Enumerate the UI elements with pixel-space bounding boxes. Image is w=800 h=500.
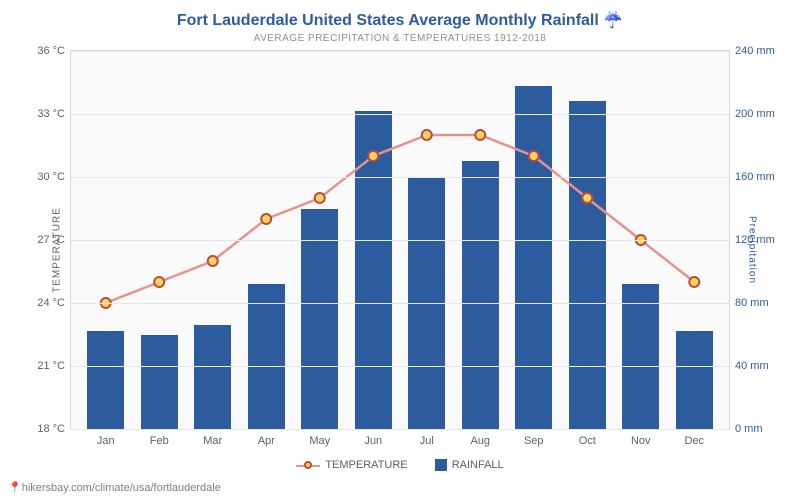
y-right-tick-label: 0 mm (735, 423, 763, 435)
legend-marker-bar-icon (435, 459, 447, 471)
x-tick-label: Jul (420, 435, 434, 447)
y-right-tick-label: 40 mm (735, 360, 769, 372)
rainfall-bar (141, 335, 178, 430)
rainfall-bar (515, 86, 552, 429)
x-tick-label: May (309, 435, 330, 447)
y-left-tick-label: 24 °C (37, 297, 65, 309)
rainfall-bar (87, 331, 124, 429)
attribution: 📍hikersbay.com/climate/usa/fortlauderdal… (8, 481, 221, 494)
rainfall-bar (301, 209, 338, 430)
y-left-axis-title: TEMPERATURE (51, 207, 62, 293)
gridline: 18 °C (71, 429, 729, 430)
attribution-text: hikersbay.com/climate/usa/fortlauderdale (22, 482, 221, 494)
x-tick-label: Aug (470, 435, 490, 447)
chart-container: Fort Lauderdale United States Average Mo… (0, 0, 800, 500)
y-right-tick-label: 240 mm (735, 45, 775, 57)
rainfall-bar (622, 284, 659, 429)
rainfall-bar (462, 161, 499, 429)
x-tick-label: Feb (150, 435, 169, 447)
rainfall-bar (248, 284, 285, 429)
chart-subtitle: AVERAGE PRECIPITATION & TEMPERATURES 191… (0, 33, 800, 44)
rainfall-bar (355, 111, 392, 429)
y-left-tick-label: 30 °C (37, 171, 65, 183)
legend-item-temperature: TEMPERATURE (296, 459, 407, 471)
legend-marker-line-icon (296, 459, 320, 471)
gridline: 24 °C (71, 303, 729, 304)
y-right-tick-label: 80 mm (735, 297, 769, 309)
x-tick-label: Dec (684, 435, 704, 447)
gridline: 21 °C (71, 366, 729, 367)
y-right-tick-label: 160 mm (735, 171, 775, 183)
y-left-tick-label: 33 °C (37, 108, 65, 120)
chart-title: Fort Lauderdale United States Average Mo… (0, 0, 800, 30)
y-left-tick-label: 27 °C (37, 234, 65, 246)
x-tick-label: Jun (364, 435, 382, 447)
rainfall-bar (676, 331, 713, 429)
legend-label: TEMPERATURE (325, 459, 407, 471)
y-right-tick-label: 120 mm (735, 234, 775, 246)
legend-label: RAINFALL (452, 459, 504, 471)
x-tick-label: Jan (97, 435, 115, 447)
y-left-tick-label: 36 °C (37, 45, 65, 57)
rainfall-bar (194, 325, 231, 429)
legend: TEMPERATURE RAINFALL (0, 459, 800, 474)
x-tick-label: Nov (631, 435, 651, 447)
x-tick-label: Apr (258, 435, 275, 447)
rainfall-bar (569, 101, 606, 429)
gridline: 36 °C (71, 51, 729, 52)
x-tick-label: Mar (203, 435, 222, 447)
y-left-tick-label: 21 °C (37, 360, 65, 372)
y-right-tick-label: 200 mm (735, 108, 775, 120)
gridline: 33 °C (71, 114, 729, 115)
y-left-tick-label: 18 °C (37, 423, 65, 435)
x-tick-label: Oct (579, 435, 596, 447)
gridline: 30 °C (71, 177, 729, 178)
plot-area: JanFebMarAprMayJunJulAugSepOctNovDec 18 … (70, 50, 730, 430)
legend-item-rainfall: RAINFALL (435, 459, 504, 471)
gridline: 27 °C (71, 240, 729, 241)
y-right-axis-title: Precipitation (746, 216, 757, 284)
x-tick-label: Sep (524, 435, 544, 447)
map-pin-icon: 📍 (8, 482, 22, 494)
